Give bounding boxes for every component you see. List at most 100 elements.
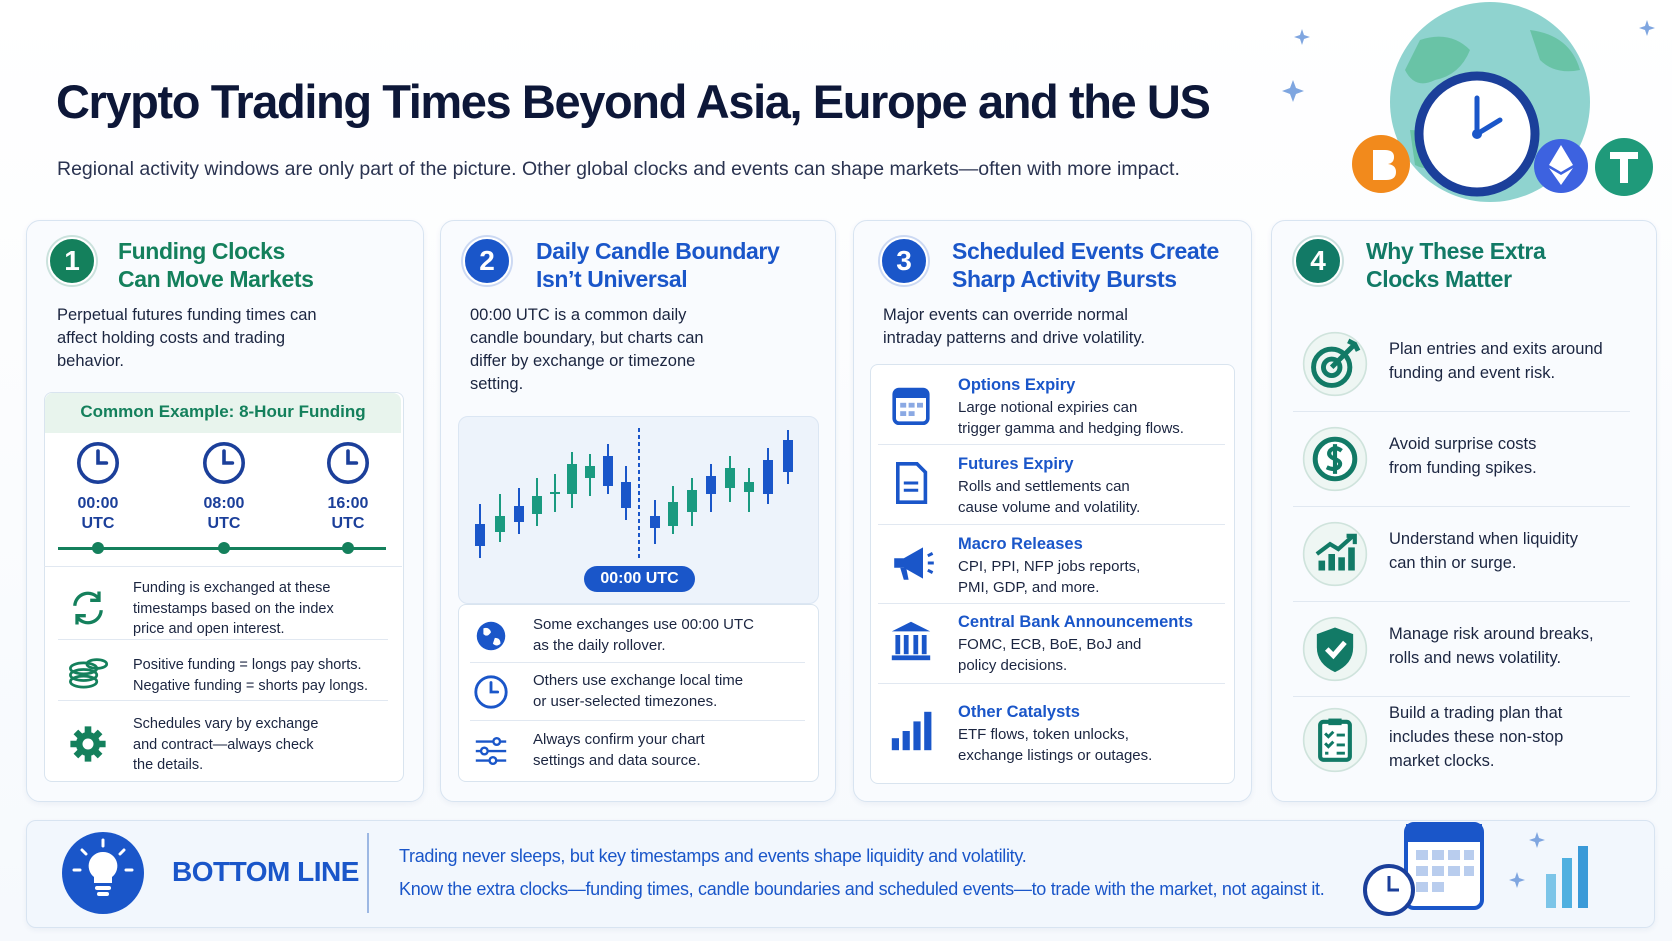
event-text: exchange listings or outages. (958, 746, 1153, 764)
separator (58, 700, 388, 701)
time-label: 00:00 (77, 495, 119, 512)
decoration (1329, 338, 1361, 370)
card-number: 4 (1310, 245, 1326, 276)
decoration (927, 552, 934, 574)
divider (367, 833, 369, 913)
example-title: Common Example: 8-Hour Funding (80, 402, 366, 421)
decoration (475, 736, 507, 766)
chart-label-pill (584, 566, 695, 592)
note-icon (475, 736, 507, 766)
item-text: Plan entries and exits around (1389, 340, 1603, 358)
note-text: Positive funding = longs pay shorts. (133, 657, 362, 673)
decoration (532, 496, 542, 514)
note-text: price and open interest. (133, 621, 285, 637)
decoration (69, 674, 99, 689)
time-zone: UTC (207, 515, 241, 532)
card-intro: Perpetual futures funding times can (57, 306, 317, 324)
separator (470, 720, 805, 721)
separator (44, 566, 402, 567)
decoration (900, 402, 923, 416)
decoration (1464, 866, 1474, 876)
notes-box (458, 604, 819, 782)
decoration (1318, 547, 1355, 571)
decoration (1578, 846, 1588, 908)
decoration (95, 886, 111, 890)
event-icon (894, 547, 934, 580)
item-text: rolls and news volatility. (1389, 649, 1562, 667)
note-text: Negative funding = shorts pay longs. (133, 677, 368, 694)
separator (58, 639, 388, 640)
note-text: Schedules vary by exchange (133, 716, 319, 732)
decoration (725, 468, 735, 488)
event-text: ETF flows, token unlocks, (958, 726, 1129, 743)
separator (878, 444, 1225, 445)
decoration (1373, 150, 1396, 180)
card-title: Scheduled Events Create (952, 238, 1219, 264)
decoration (1348, 547, 1355, 571)
decoration (492, 736, 502, 747)
decoration (1328, 554, 1335, 571)
number-badge (1294, 237, 1342, 285)
decoration (475, 430, 793, 558)
bottom-label: BOTTOM LINE (172, 856, 359, 887)
item-text: funding and event risk. (1389, 364, 1556, 382)
decoration (476, 621, 506, 651)
decoration (902, 731, 910, 751)
item-text: market clocks. (1389, 752, 1495, 770)
card-intro: candle boundary, but charts can (470, 329, 704, 347)
number-badge (463, 237, 511, 285)
event-text: cause volume and volatility. (958, 498, 1141, 516)
decoration (891, 621, 931, 632)
decoration (514, 506, 524, 522)
decoration (891, 635, 931, 661)
decoration (72, 838, 134, 872)
decoration (1325, 444, 1343, 474)
card-number: 2 (479, 245, 495, 276)
card-intro: 00:00 UTC is a common daily (470, 306, 687, 324)
decoration (567, 464, 577, 494)
card-title: Clocks Matter (1366, 266, 1512, 292)
decoration (1432, 850, 1444, 860)
timeline-dot (92, 542, 104, 554)
event-title: Macro Releases (958, 535, 1083, 553)
clock-icon (77, 442, 119, 484)
decoration (96, 449, 109, 465)
card-intro: behavior. (57, 352, 124, 370)
decoration (895, 635, 901, 655)
decoration (1416, 850, 1474, 892)
decoration (483, 627, 501, 646)
timeline-dot (218, 542, 230, 554)
separator (878, 603, 1225, 604)
event-title: Central Bank Announcements (958, 613, 1194, 631)
note-icon (73, 591, 103, 625)
decoration (1324, 640, 1347, 660)
decoration (1316, 627, 1354, 673)
decoration (1546, 874, 1556, 908)
decoration (744, 482, 754, 492)
separator (1293, 601, 1630, 602)
note-text: Always confirm your chart (533, 731, 705, 748)
decoration (495, 516, 505, 532)
header-illustration (1282, 2, 1655, 202)
example-header (45, 393, 401, 433)
decoration (921, 635, 927, 655)
event-icon (891, 711, 932, 751)
decoration (1472, 129, 1482, 139)
item-text: Manage risk around breaks, (1389, 625, 1594, 643)
card-title: Funding Clocks (118, 238, 285, 264)
time-label: 08:00 (203, 495, 245, 512)
decoration (913, 635, 919, 655)
event-icon (896, 462, 928, 504)
separator (1293, 506, 1630, 507)
decoration (1464, 850, 1474, 860)
title: Crypto Trading Times Beyond Asia, Europe… (56, 75, 1211, 128)
decoration (489, 681, 500, 694)
event-text: trigger gamma and hedging flows. (958, 419, 1184, 437)
timeline-dot (342, 542, 354, 554)
decoration (763, 460, 773, 494)
card-title: Why These Extra (1366, 238, 1546, 264)
clock-icon (203, 442, 245, 484)
decoration (903, 635, 909, 655)
